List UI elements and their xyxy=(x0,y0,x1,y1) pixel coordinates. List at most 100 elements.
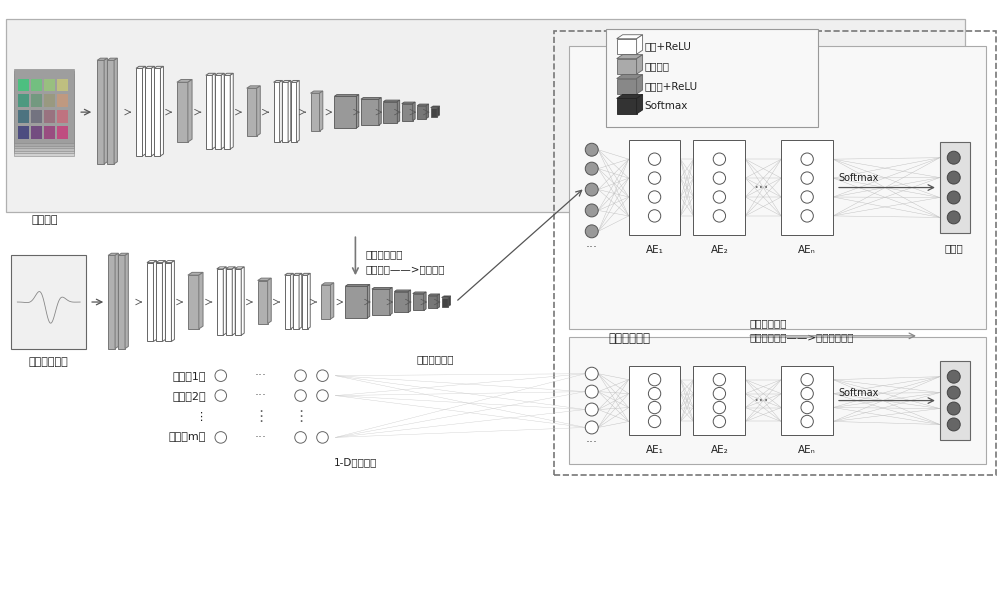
Polygon shape xyxy=(442,298,448,306)
Text: Softmax: Softmax xyxy=(838,173,878,182)
Polygon shape xyxy=(97,60,104,164)
Text: ···: ··· xyxy=(255,389,267,402)
Polygon shape xyxy=(258,278,271,281)
Circle shape xyxy=(585,385,598,398)
Polygon shape xyxy=(293,273,302,275)
FancyBboxPatch shape xyxy=(606,29,818,127)
Polygon shape xyxy=(217,269,223,335)
Polygon shape xyxy=(394,290,411,292)
Polygon shape xyxy=(282,82,288,142)
Circle shape xyxy=(648,191,661,203)
Bar xyxy=(44,79,55,91)
Text: ···: ··· xyxy=(255,431,267,444)
FancyBboxPatch shape xyxy=(781,140,833,235)
Bar xyxy=(57,126,68,139)
Polygon shape xyxy=(235,269,241,335)
Polygon shape xyxy=(617,39,637,54)
Polygon shape xyxy=(280,80,282,142)
Text: AE₁: AE₁ xyxy=(646,245,664,255)
Circle shape xyxy=(317,390,328,402)
FancyBboxPatch shape xyxy=(693,366,745,435)
Polygon shape xyxy=(426,104,429,119)
Polygon shape xyxy=(145,66,154,68)
Text: Softmax: Softmax xyxy=(645,101,688,111)
Polygon shape xyxy=(311,93,320,131)
Polygon shape xyxy=(637,74,643,94)
Bar xyxy=(44,126,55,139)
Polygon shape xyxy=(361,98,381,99)
Polygon shape xyxy=(206,76,212,149)
Text: ···: ··· xyxy=(255,369,267,382)
Bar xyxy=(31,79,42,91)
Polygon shape xyxy=(285,275,291,329)
Circle shape xyxy=(947,386,960,399)
Bar xyxy=(940,361,970,440)
Polygon shape xyxy=(424,292,426,311)
Circle shape xyxy=(713,402,726,414)
Polygon shape xyxy=(637,35,643,54)
Polygon shape xyxy=(147,260,156,263)
Polygon shape xyxy=(162,260,165,341)
Circle shape xyxy=(585,183,598,196)
Polygon shape xyxy=(288,80,291,142)
Polygon shape xyxy=(223,267,226,335)
Circle shape xyxy=(648,415,661,428)
Text: 1-D序列信号: 1-D序列信号 xyxy=(334,457,377,467)
Text: 传感器1：: 传感器1： xyxy=(172,371,206,381)
Polygon shape xyxy=(14,74,74,148)
Circle shape xyxy=(585,367,598,380)
Circle shape xyxy=(801,387,813,400)
Polygon shape xyxy=(402,102,415,104)
Circle shape xyxy=(585,143,598,156)
Circle shape xyxy=(648,373,661,386)
Polygon shape xyxy=(115,253,118,349)
Bar xyxy=(44,111,55,123)
Circle shape xyxy=(215,370,227,381)
Polygon shape xyxy=(383,102,397,123)
Polygon shape xyxy=(345,284,370,286)
Circle shape xyxy=(713,387,726,400)
Text: AE₂: AE₂ xyxy=(711,245,728,255)
Polygon shape xyxy=(221,73,224,149)
Polygon shape xyxy=(107,58,117,60)
Polygon shape xyxy=(320,91,323,131)
Circle shape xyxy=(713,210,726,222)
Polygon shape xyxy=(268,278,271,324)
Polygon shape xyxy=(241,267,244,335)
Text: 传感器2：: 传感器2： xyxy=(172,391,206,400)
Text: 自然图像——>截屏图像: 自然图像——>截屏图像 xyxy=(365,264,445,274)
Circle shape xyxy=(713,172,726,184)
Polygon shape xyxy=(345,286,367,318)
Text: 截屏图像特征——>一维序列信号: 截屏图像特征——>一维序列信号 xyxy=(749,332,854,342)
Polygon shape xyxy=(417,106,426,119)
Polygon shape xyxy=(217,267,226,269)
Polygon shape xyxy=(224,73,233,76)
Circle shape xyxy=(585,225,598,238)
Polygon shape xyxy=(379,98,381,125)
Text: AEₙ: AEₙ xyxy=(798,245,816,255)
Polygon shape xyxy=(356,95,359,128)
Polygon shape xyxy=(215,76,221,149)
Circle shape xyxy=(317,432,328,443)
Polygon shape xyxy=(14,69,74,143)
Polygon shape xyxy=(291,82,297,142)
Polygon shape xyxy=(428,295,437,308)
Polygon shape xyxy=(311,91,323,93)
Polygon shape xyxy=(334,96,356,128)
FancyBboxPatch shape xyxy=(629,140,680,235)
Circle shape xyxy=(947,191,960,204)
Bar xyxy=(31,126,42,139)
Polygon shape xyxy=(230,73,233,149)
Polygon shape xyxy=(247,86,260,88)
Polygon shape xyxy=(136,66,145,68)
Polygon shape xyxy=(188,275,199,329)
Circle shape xyxy=(648,387,661,400)
Text: 全连接+ReLU: 全连接+ReLU xyxy=(645,81,698,91)
Circle shape xyxy=(713,153,726,165)
Polygon shape xyxy=(617,35,643,39)
Polygon shape xyxy=(417,104,429,106)
Circle shape xyxy=(295,370,306,381)
Text: 自然图像: 自然图像 xyxy=(31,216,58,225)
Polygon shape xyxy=(390,287,392,315)
Circle shape xyxy=(947,370,960,383)
